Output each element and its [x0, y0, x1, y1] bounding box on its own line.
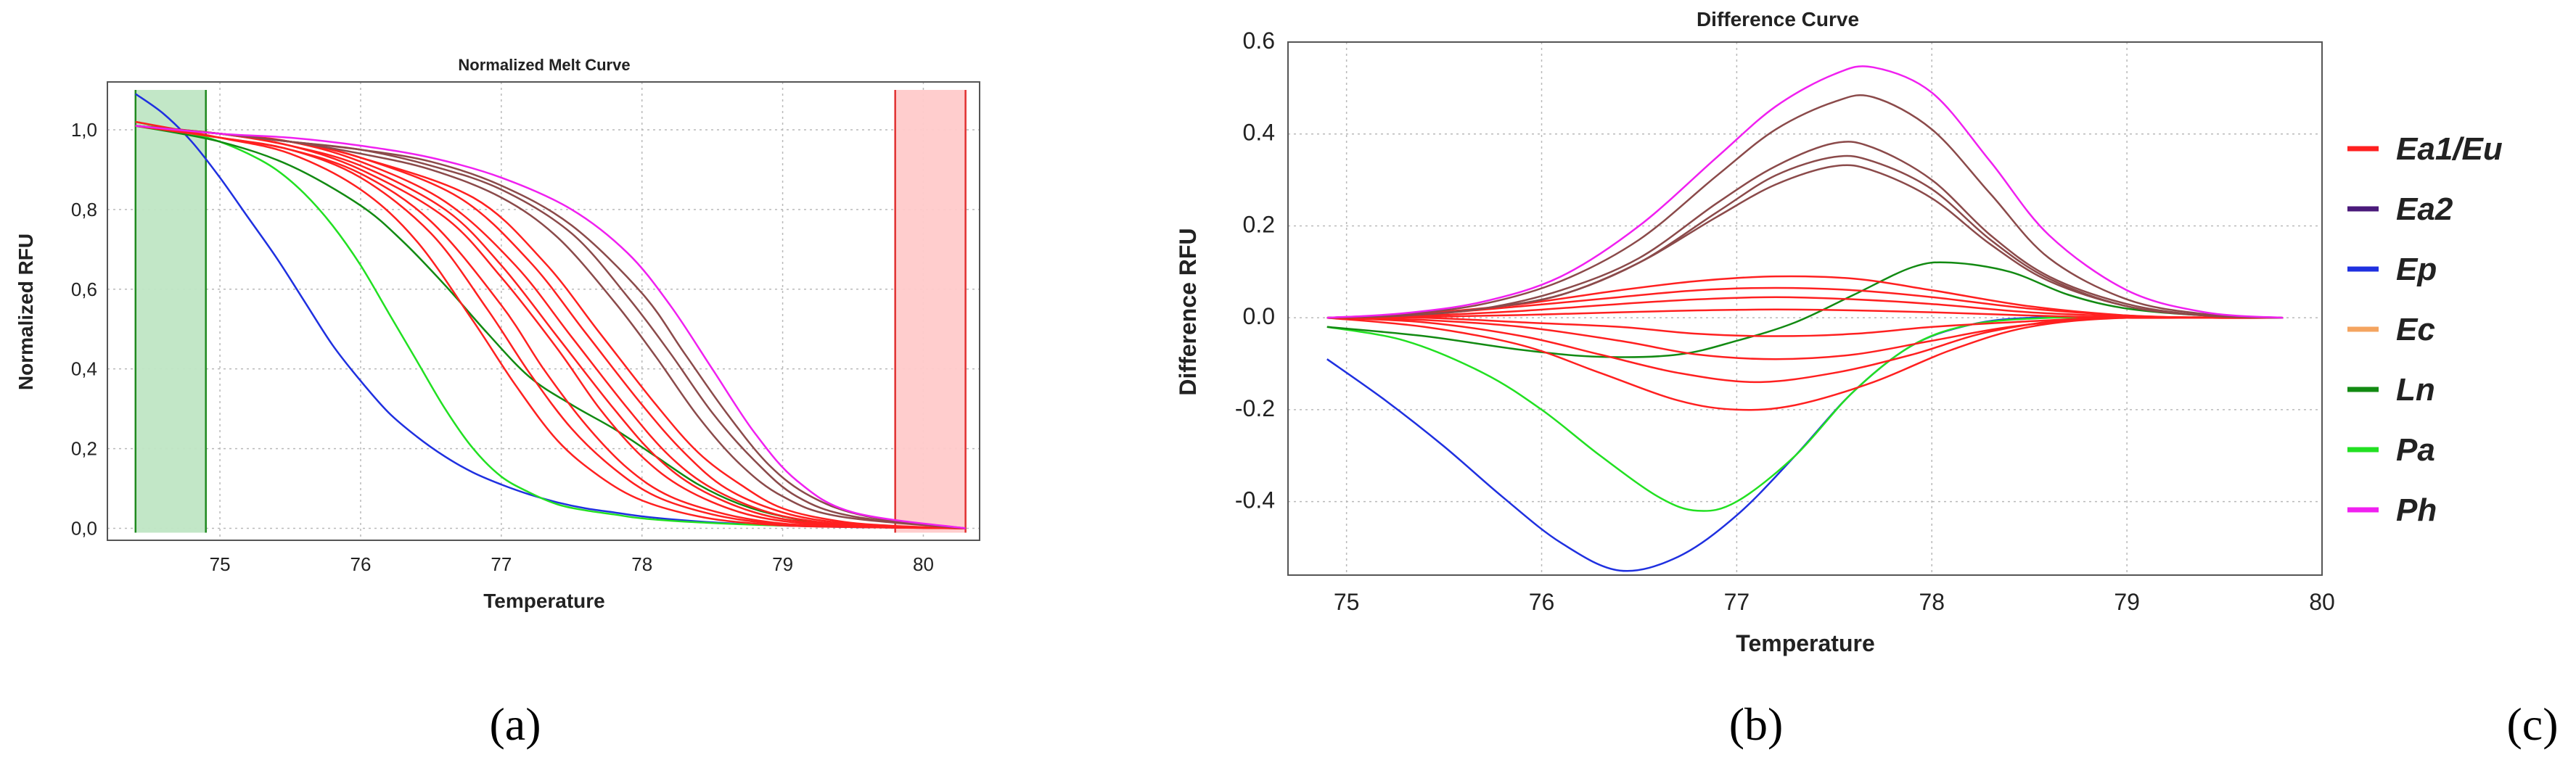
curve-ep: [1326, 316, 2284, 572]
melt-x-axis-label: Temperature: [483, 590, 605, 612]
y-tick-label: 0.6: [1243, 28, 1275, 54]
curve-pa: [135, 120, 966, 529]
panel-label-c: (c): [2506, 698, 2558, 750]
curve-ph: [135, 125, 966, 529]
difference-plot-frame: [1287, 41, 2323, 576]
y-tick-label: 0,6: [71, 278, 97, 300]
x-tick-label: 76: [350, 553, 372, 575]
melt-grid: [107, 82, 980, 540]
curve-brown: [1326, 94, 2284, 319]
melt-tick-labels: 75 76 77 78 79 80 0,0 0,2 0,4 0,6 0,8 1,0: [71, 119, 934, 575]
x-tick-label: 80: [913, 553, 934, 575]
curve-ea1-eu: [1326, 315, 2284, 384]
difference-curves: [1326, 65, 2284, 572]
start-region: [135, 89, 206, 533]
y-tick-label: 0,0: [71, 518, 97, 540]
x-tick-label: 80: [2309, 589, 2335, 615]
curve-brown: [1326, 154, 2284, 319]
x-tick-label: 75: [210, 553, 231, 575]
melt-y-axis-label: Normalized RFU: [15, 234, 37, 390]
curve-ea1-eu: [135, 125, 966, 529]
curve-ea1-eu: [135, 120, 966, 529]
legend-label: Ln: [2396, 372, 2435, 408]
y-tick-label: 0.4: [1243, 120, 1275, 146]
y-tick-label: 0,4: [71, 358, 97, 380]
x-tick-label: 77: [1724, 589, 1750, 615]
legend-label: Ea2: [2396, 191, 2453, 227]
difference-y-axis-label: Difference RFU: [1175, 228, 1201, 395]
end-region: [895, 89, 966, 533]
y-tick-label: 0,2: [71, 438, 97, 460]
curve-brown: [1326, 141, 2284, 319]
y-tick-label: -0.4: [1235, 487, 1275, 513]
y-tick-label: 1,0: [71, 119, 97, 141]
x-tick-label: 75: [1334, 589, 1360, 615]
legend-label: Ph: [2396, 492, 2437, 528]
melt-curves: [135, 93, 966, 529]
difference-curve-chart: Difference Curve 75 76 77 78 79 80 -0.4 -0.2 0.0…: [1175, 8, 2335, 656]
curve-ln: [1326, 261, 2284, 358]
curve-ea1-eu: [1326, 316, 2284, 411]
x-tick-label: 77: [491, 553, 512, 575]
melt-regions: [134, 89, 967, 533]
y-tick-label: 0,8: [71, 199, 97, 220]
melt-plot-frame: [107, 81, 980, 541]
difference-x-axis-label: Temperature: [1736, 630, 1874, 656]
curve-ea1-eu: [135, 125, 966, 529]
legend: Ea1/Eu Ea2 Ep Ec Ln Pa Ph: [2347, 131, 2503, 528]
melt-curve-chart: Normalized Melt Curve 75 76 77 78 79 80 0,0 0,2…: [15, 56, 980, 612]
curve-ph: [1326, 65, 2284, 319]
x-tick-label: 79: [2114, 589, 2140, 615]
curve-pa: [1326, 316, 2284, 512]
x-tick-label: 78: [631, 553, 652, 575]
legend-label: Ea1/Eu: [2396, 131, 2503, 167]
y-tick-label: 0.2: [1243, 211, 1275, 237]
panel-label-b: (b): [1729, 698, 1784, 750]
curve-ea1-eu: [1326, 308, 2284, 319]
y-tick-label: 0.0: [1243, 303, 1275, 329]
panel-label-a: (a): [489, 698, 541, 750]
difference-chart-title: Difference Curve: [1697, 8, 1859, 30]
legend-label: Ec: [2396, 312, 2435, 347]
legend-label: Ep: [2396, 252, 2437, 287]
legend-label: Pa: [2396, 432, 2435, 468]
curve-ea1-eu: [1326, 316, 2284, 360]
x-tick-label: 78: [1919, 589, 1945, 615]
curve-brown: [135, 125, 966, 529]
x-tick-label: 76: [1529, 589, 1555, 615]
y-tick-label: -0.2: [1235, 395, 1275, 421]
melt-chart-title: Normalized Melt Curve: [458, 56, 630, 74]
difference-tick-labels: 75 76 77 78 79 80 -0.4 -0.2 0.0 0.2 0.4 0.6: [1235, 28, 2335, 615]
x-tick-label: 79: [772, 553, 793, 575]
